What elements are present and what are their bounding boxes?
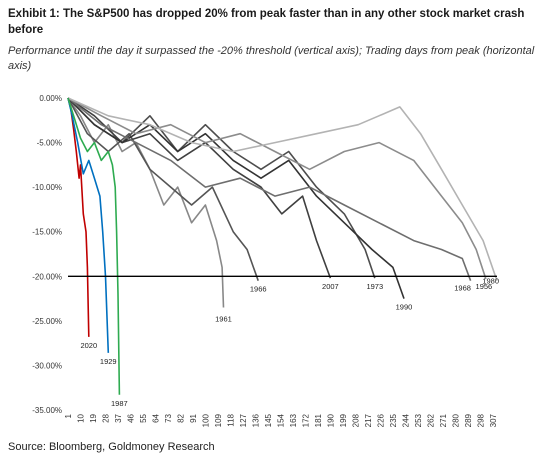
x-tick-label: 199 [339, 413, 348, 427]
series-label-1990: 1990 [396, 303, 413, 312]
source-note: Source: Bloomberg, Goldmoney Research [8, 441, 215, 453]
series-label-1956: 1956 [476, 282, 493, 291]
series-line-1980 [67, 97, 498, 281]
x-tick-label: 226 [376, 413, 385, 427]
chart-title: Exhibit 1: The S&P500 has dropped 20% fr… [8, 8, 525, 36]
x-tick-label: 1 [64, 413, 73, 418]
x-tick-label: 208 [351, 413, 360, 427]
series-label-1929: 1929 [100, 357, 117, 366]
x-tick-label: 244 [401, 413, 410, 427]
series-line-2007 [67, 97, 332, 279]
x-tick-label: 172 [301, 413, 310, 427]
x-tick-label: 289 [464, 413, 473, 427]
series-label-2007: 2007 [322, 282, 339, 291]
series-label-1961: 1961 [215, 314, 232, 323]
series-line-1990 [67, 97, 405, 299]
x-tick-label: 217 [364, 413, 373, 427]
x-tick-label: 10 [76, 413, 85, 422]
x-tick-label: 28 [101, 413, 110, 422]
series-label-1980: 1980 [482, 277, 499, 286]
x-tick-label: 280 [451, 413, 460, 427]
x-tick-label: 136 [251, 413, 260, 427]
x-tick-label: 163 [289, 413, 298, 427]
x-tick-label: 91 [189, 413, 198, 422]
x-axis: 1 10 19 28 37 46 55 64 73 82 91 100 109 118 127 136 145 1… [64, 413, 498, 427]
x-tick-label: 37 [114, 413, 123, 422]
x-tick-label: 64 [151, 413, 160, 422]
x-tick-label: 154 [276, 413, 285, 427]
x-tick-label: 118 [226, 413, 235, 426]
y-tick-label: -25.00% [32, 317, 62, 326]
series-line-1956 [67, 97, 487, 280]
series-label-1968: 1968 [454, 284, 471, 293]
chart-subtitle: Performance until the day it surpassed t… [8, 45, 535, 72]
series-line-1929 [67, 97, 110, 353]
x-tick-label: 235 [389, 413, 398, 427]
x-tick-label: 73 [164, 413, 173, 422]
y-tick-label: -35.00% [32, 406, 62, 415]
y-tick-label: -10.00% [32, 183, 62, 192]
x-tick-label: 307 [489, 413, 498, 427]
series-label-1987: 1987 [111, 399, 128, 408]
x-tick-label: 253 [414, 413, 423, 427]
series-line-1966 [67, 97, 259, 281]
series-line-1968 [67, 97, 472, 281]
x-tick-label: 262 [426, 413, 435, 427]
x-tick-label: 100 [201, 413, 210, 427]
y-axis: 0.00% -5.00% -10.00% -15.00% -20.00% -25.00% -… [32, 94, 62, 415]
y-tick-label: -5.00% [37, 139, 62, 148]
x-tick-label: 127 [239, 413, 248, 427]
x-tick-label: 82 [176, 413, 185, 422]
series-line-1987 [67, 97, 121, 395]
x-tick-label: 181 [314, 413, 323, 427]
y-tick-label: -15.00% [32, 228, 62, 237]
x-tick-label: 46 [126, 413, 135, 422]
x-tick-label: 271 [439, 413, 448, 427]
series-label-2020: 2020 [80, 341, 97, 350]
x-tick-label: 145 [264, 413, 273, 427]
x-tick-label: 190 [326, 413, 335, 427]
x-tick-label: 19 [89, 413, 98, 422]
chart-canvas: 0.00% -5.00% -10.00% -15.00% -20.00% -25.00% -… [32, 94, 499, 427]
series-lines [67, 97, 498, 395]
y-tick-label: -30.00% [32, 361, 62, 370]
series-line-1973 [67, 97, 376, 279]
x-tick-label: 55 [139, 413, 148, 422]
x-tick-label: 109 [214, 413, 223, 427]
y-tick-label: -20.00% [32, 272, 62, 281]
series-label-1966: 1966 [250, 285, 267, 294]
x-tick-label: 298 [476, 413, 485, 427]
series-label-1973: 1973 [366, 282, 383, 291]
y-tick-label: 0.00% [39, 94, 62, 103]
series-line-1961 [67, 97, 225, 308]
